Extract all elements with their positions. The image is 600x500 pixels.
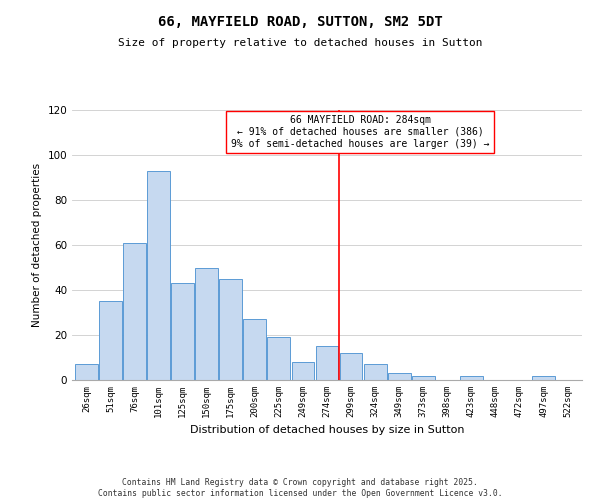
Bar (364, 364, 386, 380)
Bar (99, 301, 122, 380)
Bar (171, 283, 194, 380)
Y-axis label: Number of detached properties: Number of detached properties (32, 163, 42, 327)
Text: 66 MAYFIELD ROAD: 284sqm
← 91% of detached houses are smaller (386)
9% of semi-d: 66 MAYFIELD ROAD: 284sqm ← 91% of detach… (231, 116, 490, 148)
Bar (460, 376, 483, 380)
Bar (412, 376, 434, 380)
X-axis label: Distribution of detached houses by size in Sutton: Distribution of detached houses by size … (190, 426, 464, 436)
Bar (195, 268, 218, 380)
Text: 66, MAYFIELD ROAD, SUTTON, SM2 5DT: 66, MAYFIELD ROAD, SUTTON, SM2 5DT (158, 15, 442, 29)
Bar (123, 243, 146, 380)
Bar (388, 373, 410, 380)
Bar (244, 320, 266, 380)
Text: Size of property relative to detached houses in Sutton: Size of property relative to detached ho… (118, 38, 482, 48)
Bar (147, 171, 170, 380)
Text: Contains HM Land Registry data © Crown copyright and database right 2025.
Contai: Contains HM Land Registry data © Crown c… (98, 478, 502, 498)
Bar (220, 279, 242, 380)
Bar (292, 362, 314, 380)
Bar (75, 364, 98, 380)
Bar (532, 376, 555, 380)
Bar (340, 353, 362, 380)
Bar (316, 346, 338, 380)
Bar (268, 337, 290, 380)
